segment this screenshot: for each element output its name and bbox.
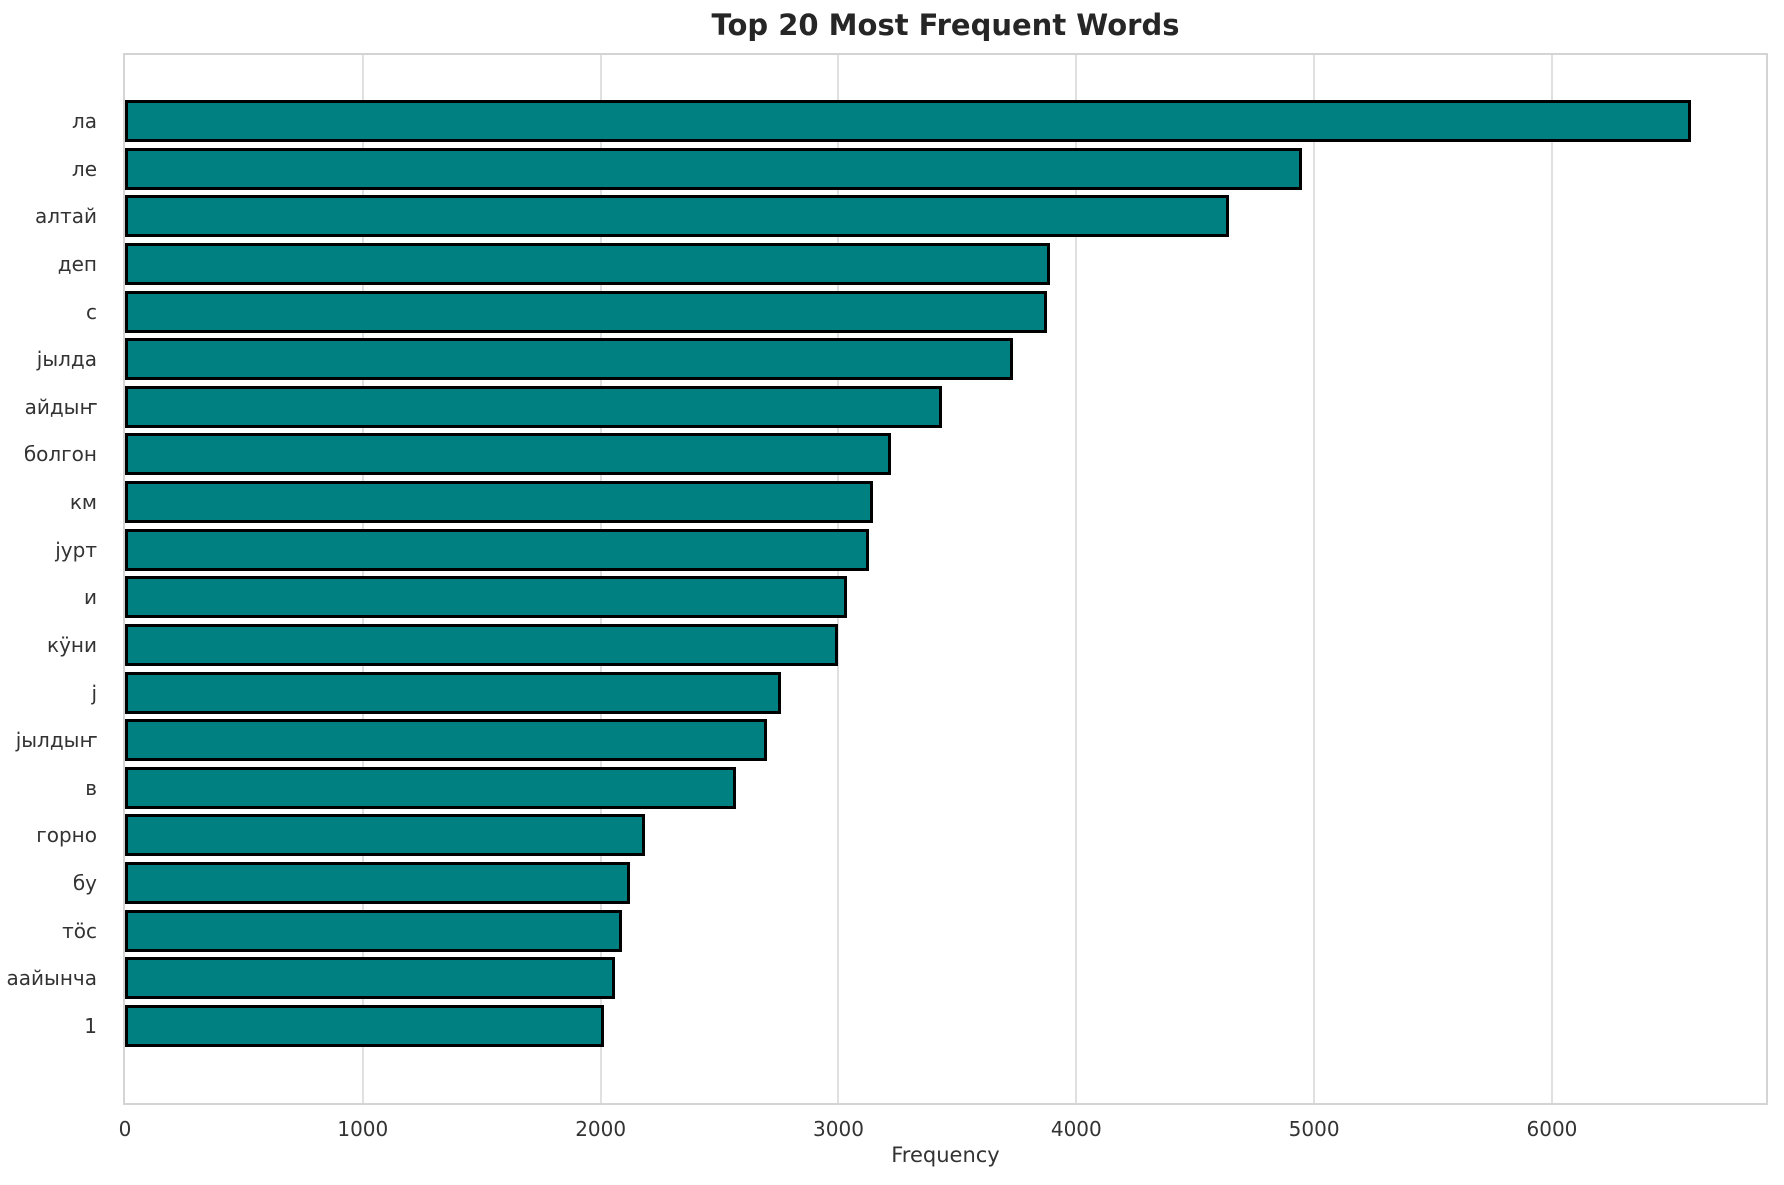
- bar-јылдыҥ: [125, 719, 768, 762]
- bar-бу: [125, 862, 631, 904]
- bar-row: айдыҥ: [25, 385, 1766, 428]
- y-tick-label: и: [84, 585, 97, 610]
- y-tick-label: јылда: [36, 347, 97, 372]
- y-tick-label: тӧс: [62, 918, 97, 943]
- bar-болгон: [125, 433, 891, 476]
- bar-row: алтай: [35, 195, 1766, 238]
- bar-row: ла: [72, 100, 1766, 142]
- bar-row: тӧс: [62, 909, 1766, 952]
- bar-1: [125, 1004, 605, 1047]
- bar-тӧс: [125, 909, 623, 952]
- gridline-6000: [1550, 55, 1553, 1103]
- x-tick-label-4000: 4000: [1050, 1117, 1102, 1141]
- bar-row: аайынча: [7, 957, 1766, 1000]
- bar-row: ле: [72, 147, 1766, 190]
- y-tick-label: алтай: [35, 204, 97, 229]
- bar-row: болгон: [24, 433, 1766, 476]
- y-tick-label: ла: [71, 109, 97, 133]
- x-tick-label-2000: 2000: [575, 1117, 627, 1141]
- bar-айдыҥ: [125, 385, 942, 428]
- gridline-5000: [1313, 55, 1316, 1103]
- bar-row: и: [84, 576, 1766, 619]
- y-tick-label: в: [85, 775, 97, 800]
- y-tick-label: аайынча: [6, 966, 97, 991]
- bar-row: км: [70, 481, 1766, 523]
- bar-row: деп: [58, 242, 1766, 285]
- bar-деп: [125, 242, 1051, 285]
- y-tick-label: јурт: [55, 537, 97, 562]
- bar-алтай: [125, 195, 1229, 238]
- bar-row: горно: [36, 814, 1766, 857]
- y-tick-label: с: [86, 299, 97, 324]
- chart-title: Top 20 Most Frequent Words: [711, 8, 1180, 42]
- x-tick-label-5000: 5000: [1288, 1117, 1340, 1141]
- gridline-4000: [1075, 55, 1078, 1103]
- x-tick-label-6000: 6000: [1526, 1117, 1578, 1141]
- x-axis-label: Frequency: [891, 1143, 1000, 1167]
- bar-јурт: [125, 528, 870, 571]
- bar-row: бу: [73, 862, 1766, 904]
- bar-јылда: [125, 338, 1014, 381]
- bar-в: [125, 766, 737, 809]
- y-tick-label: болгон: [23, 442, 97, 467]
- bars-layer: ла ле алтай деп с јылда айдыҥ болгон км јурт и кӱни…: [7, 100, 1766, 1047]
- y-tick-label: км: [69, 490, 97, 514]
- bar-км: [125, 481, 873, 523]
- bar-row: с: [86, 290, 1766, 333]
- bar-ј: [125, 671, 782, 714]
- y-tick-label: кӱни: [47, 632, 97, 657]
- y-tick-label: горно: [36, 823, 97, 848]
- plot-area: ла ле алтай деп с јылда айдыҥ болгон км јурт и кӱни…: [7, 53, 1768, 1141]
- y-tick-label: 1: [84, 1013, 97, 1038]
- x-tick-label-0: 0: [118, 1117, 132, 1141]
- y-tick-label: айдыҥ: [24, 394, 97, 419]
- x-tick-label-1000: 1000: [337, 1117, 389, 1141]
- y-tick-label: ј: [91, 680, 97, 705]
- bar-ле: [125, 147, 1303, 190]
- bar-row: јурт: [55, 528, 1766, 571]
- bar-row: в: [85, 766, 1766, 809]
- bar-ла: [125, 100, 1692, 142]
- bar-row: кӱни: [47, 623, 1766, 666]
- bar-row: ј: [91, 671, 1766, 714]
- bar-кӱни: [125, 623, 839, 666]
- y-tick-label: бу: [72, 871, 97, 895]
- bar-row: јылдыҥ: [16, 719, 1766, 762]
- y-tick-label: јылдыҥ: [15, 728, 97, 753]
- y-tick-label: ле: [71, 156, 97, 181]
- bar-аайынча: [125, 957, 615, 1000]
- x-tick-label-3000: 3000: [813, 1117, 864, 1141]
- bar-и: [125, 576, 847, 619]
- y-tick-label: деп: [57, 251, 97, 276]
- bar-с: [125, 290, 1047, 333]
- bar-горно: [125, 814, 645, 857]
- bar-row: јылда: [37, 338, 1766, 381]
- bar-row: 1: [84, 1004, 1766, 1047]
